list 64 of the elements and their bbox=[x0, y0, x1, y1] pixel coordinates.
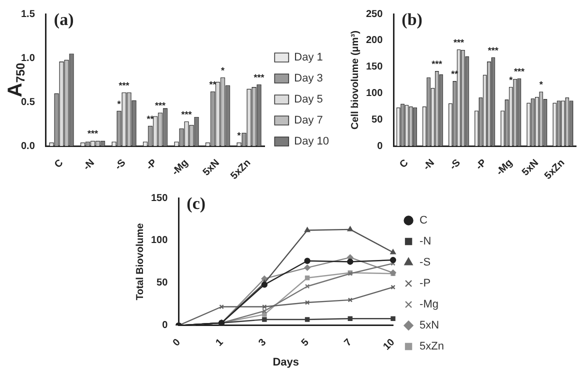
y-tick-label: 100 bbox=[366, 88, 384, 99]
y-tick-label: 100 bbox=[150, 235, 168, 246]
annotation: *** bbox=[254, 72, 265, 82]
annotation: *** bbox=[432, 59, 443, 70]
chart-title: (b) bbox=[402, 10, 422, 29]
x-axis-title: Days bbox=[272, 356, 300, 368]
annotation: * bbox=[539, 80, 544, 90]
y-tick-label: 250 bbox=[366, 8, 384, 20]
legend-label: Day 3 bbox=[294, 72, 323, 85]
annotation: * bbox=[221, 65, 226, 76]
y-tick-label: 0 bbox=[377, 140, 384, 152]
x-tick-label: -S bbox=[448, 157, 464, 172]
legend-label: -N bbox=[420, 236, 432, 248]
annotation: * bbox=[237, 130, 242, 140]
x-tick-label: -Mg bbox=[494, 158, 515, 178]
annotation: *** bbox=[181, 109, 192, 120]
annotation: *** bbox=[488, 45, 499, 56]
x-tick-label: C bbox=[52, 158, 66, 170]
legend-label: -S bbox=[420, 256, 431, 269]
legend-label: -P bbox=[420, 278, 431, 290]
x-tick-label: -P bbox=[474, 157, 490, 172]
annotation: *** bbox=[118, 80, 130, 90]
y-tick-label: 1.5 bbox=[20, 8, 36, 20]
y-axis-title: A750 bbox=[4, 62, 28, 98]
x-tick-label: 5xN bbox=[520, 158, 541, 178]
x-tick-label: -P bbox=[144, 157, 160, 172]
legend-label: Day 7 bbox=[294, 114, 323, 127]
y-tick-label: 50 bbox=[372, 114, 384, 126]
chart-title: (a) bbox=[54, 10, 74, 29]
x-tick-label: 3 bbox=[256, 336, 269, 349]
legend-label: C bbox=[420, 214, 428, 227]
x-tick-label: -N bbox=[82, 158, 97, 173]
annotation: * bbox=[509, 74, 514, 85]
x-tick-label: 1 bbox=[214, 336, 226, 349]
x-tick-label: 5 bbox=[300, 336, 312, 349]
annotation: *** bbox=[155, 100, 166, 111]
chart-title: (c) bbox=[186, 194, 206, 213]
x-tick-label: 0 bbox=[171, 336, 184, 349]
legend-label: Day 5 bbox=[294, 94, 323, 106]
legend-label: 5xN bbox=[420, 320, 440, 332]
x-tick-label: 10 bbox=[381, 336, 398, 353]
legend-label: Day 1 bbox=[294, 52, 323, 64]
x-tick-label: C bbox=[398, 158, 411, 170]
legend-label: -Mg bbox=[420, 298, 438, 311]
x-tick-label: -S bbox=[113, 157, 128, 172]
y-tick-label: 1.0 bbox=[20, 52, 36, 64]
y-tick-label: 50 bbox=[156, 278, 168, 289]
y-axis-title: Cell biovolume (μm³) bbox=[350, 30, 361, 130]
x-tick-label: -N bbox=[422, 158, 437, 173]
y-tick-label: 0.0 bbox=[20, 140, 36, 152]
y-tick-label: 0.5 bbox=[20, 96, 36, 108]
x-tick-label: -Mg bbox=[170, 158, 191, 178]
y-tick-label: 0 bbox=[162, 320, 168, 332]
legend-label: Day 10 bbox=[294, 136, 330, 148]
annotation: *** bbox=[454, 37, 465, 48]
y-axis-title: Total Biovolume bbox=[134, 222, 146, 300]
y-tick-label: 200 bbox=[366, 35, 384, 46]
y-tick-label: 150 bbox=[150, 192, 168, 204]
annotation: *** bbox=[88, 128, 99, 139]
x-tick-label: 7 bbox=[342, 336, 355, 349]
annotation: *** bbox=[514, 66, 525, 76]
x-tick-label: 5xN bbox=[201, 158, 222, 178]
y-tick-label: 150 bbox=[366, 62, 384, 73]
annotation: * bbox=[117, 98, 122, 109]
